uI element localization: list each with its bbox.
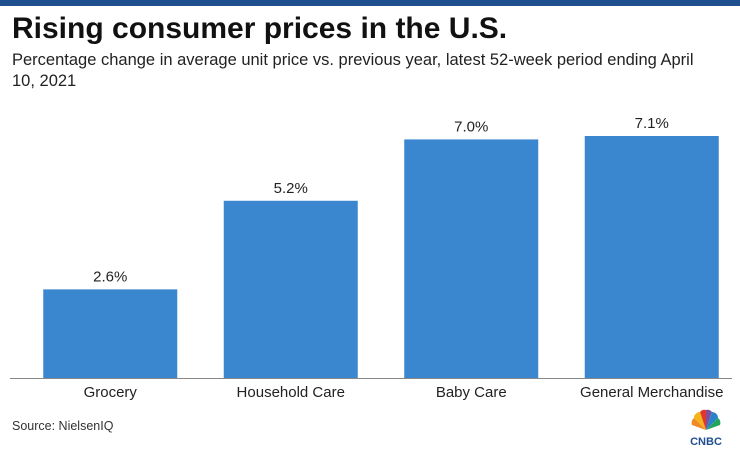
value-label: 2.6% [93,268,127,285]
bar-general-merchandise [584,136,719,378]
value-label: 7.0% [454,118,488,135]
value-label: 7.1% [635,115,669,132]
bar-grocery [43,289,178,378]
category-label: Baby Care [436,384,507,401]
cnbc-peacock-logo: CNBC [690,409,722,448]
peacock-icon [691,409,721,430]
category-label: General Merchandise [580,384,723,401]
category-label: Household Care [237,384,345,401]
chart-subtitle: Percentage change in average unit price … [12,51,694,90]
category-label: Grocery [84,384,138,401]
chart-title: Rising consumer prices in the U.S. [12,12,508,45]
source-note: Source: NielsenIQ [12,419,114,433]
logo-wordmark: CNBC [690,436,722,448]
top-accent-bar [0,0,740,6]
bar-baby-care [404,139,539,378]
bar-household-care [223,200,358,378]
value-label: 5.2% [274,180,308,197]
